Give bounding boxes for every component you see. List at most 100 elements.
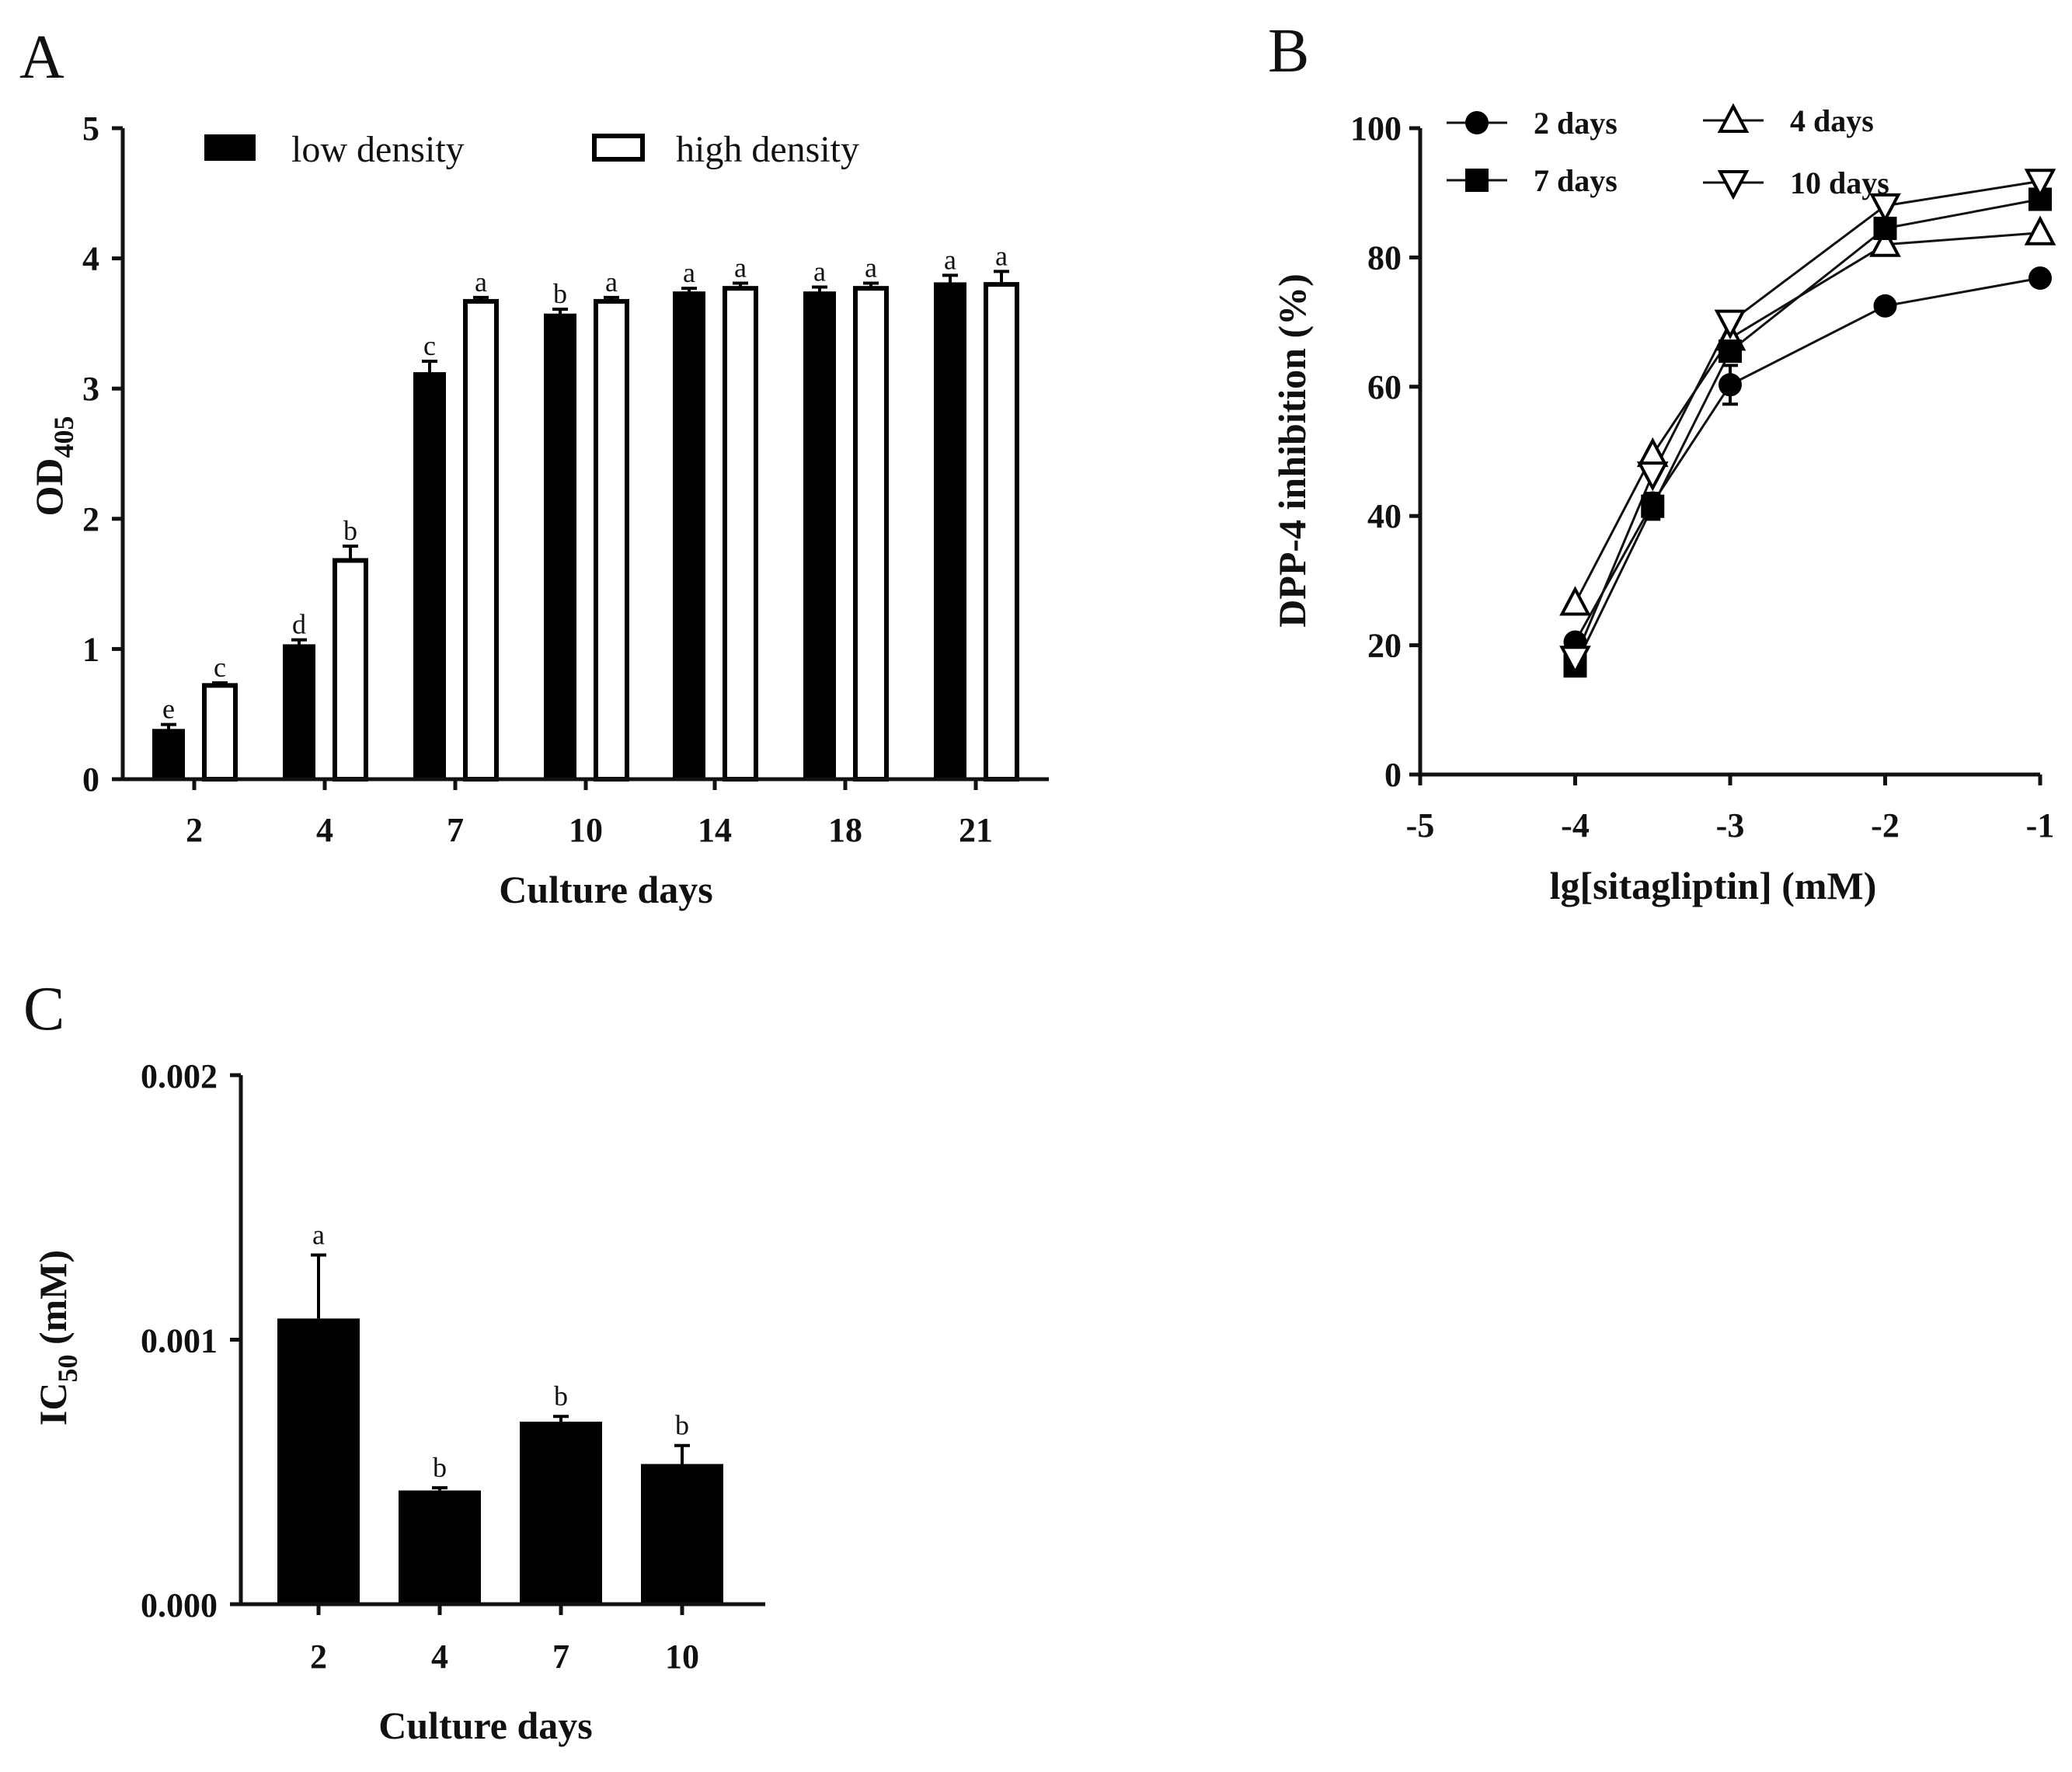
b-point <box>2024 169 2056 199</box>
b-point <box>1873 294 1897 318</box>
a-sig-label: a <box>944 244 956 275</box>
a-error-bar <box>812 285 827 293</box>
a-error-bar <box>733 281 748 289</box>
chart-a: 0 1 2 3 4 5 e c d b c a b a a a a a a a 2 4 7 10 14 18 21 Cultur… <box>27 110 1049 911</box>
a-y-tick-label: 0 <box>82 761 99 799</box>
a-sig-label: c <box>214 652 226 683</box>
c-bar <box>399 1490 481 1604</box>
b-axes <box>1418 128 2040 777</box>
b-point <box>1719 373 1742 397</box>
b-y-tick-label: 100 <box>1350 110 1402 148</box>
a-error-bar <box>473 295 489 301</box>
c-x-tick-label: 10 <box>665 1638 699 1676</box>
b-x-tick-label: -4 <box>1561 806 1590 844</box>
a-x-tick-label: 7 <box>447 811 464 849</box>
b-point <box>1559 646 1591 676</box>
b-point <box>1869 193 1901 224</box>
c-error-bar <box>432 1486 447 1491</box>
panel-letter-b: B <box>1268 17 1309 85</box>
c-bars: a b b b <box>277 1220 723 1604</box>
panel-letter-a: A <box>19 23 64 92</box>
b-point <box>1559 586 1591 616</box>
a-sig-label: a <box>683 257 695 288</box>
a-legend-swatch-high <box>592 134 645 162</box>
a-error-bar <box>863 281 879 289</box>
c-error-bar <box>674 1443 690 1464</box>
a-y-tick-label: 5 <box>82 110 99 148</box>
b-y-tick-label: 40 <box>1367 497 1402 535</box>
c-x-tick-label: 7 <box>552 1638 569 1676</box>
a-sig-label: e <box>162 694 175 725</box>
b-point <box>1714 309 1746 339</box>
a-y-axis-title-main: OD <box>27 458 71 517</box>
a-x-tick-label: 21 <box>959 811 993 849</box>
c-bar <box>277 1318 360 1604</box>
c-bar <box>641 1464 723 1604</box>
c-y-axis-title: IC50 (mM) <box>31 1250 83 1426</box>
b-x-tick-label: -2 <box>1871 806 1900 844</box>
b-x-axis: -5 -4 -3 -2 -1 <box>1406 775 2054 844</box>
b-y-tick-label: 60 <box>1367 368 1402 406</box>
c-sig-label: b <box>554 1380 568 1412</box>
a-bar-low <box>283 644 315 781</box>
c-y-tick-label: 0.001 <box>141 1322 218 1360</box>
a-sig-label: d <box>292 609 306 640</box>
a-error-bar <box>994 270 1009 285</box>
a-error-bar <box>422 360 437 374</box>
a-bar-high <box>594 298 629 782</box>
a-bar-high <box>723 286 758 782</box>
a-y-axis-title-sub: 405 <box>48 416 79 458</box>
b-point <box>2024 215 2056 245</box>
a-bar-low <box>413 372 446 780</box>
a-bar-low <box>803 291 836 780</box>
chart-b: 0 20 40 60 80 100 -5 -4 -3 -2 -1 lg[sitagliptin] … <box>1270 103 2056 907</box>
a-bar-low <box>544 313 576 780</box>
b-series-line <box>1574 198 2041 667</box>
a-x-tick-label: 18 <box>828 811 862 849</box>
c-y-tick-label: 0.000 <box>141 1586 218 1624</box>
c-sig-label: b <box>675 1410 689 1441</box>
c-x-axis: 2 4 7 10 <box>310 1604 699 1676</box>
b-y-tick-label: 80 <box>1367 238 1402 277</box>
a-y-tick-label: 1 <box>82 630 99 668</box>
a-sig-label: b <box>343 515 357 546</box>
a-sig-label: b <box>553 278 567 309</box>
b-legend: 2 days 4 days 7 days 10 days <box>1447 103 1889 200</box>
b-point <box>1719 339 1742 364</box>
a-sig-label: c <box>423 330 436 361</box>
b-legend-label: 7 days <box>1534 163 1618 198</box>
a-bar-high <box>984 282 1019 782</box>
c-axes <box>239 1075 765 1607</box>
b-x-axis-title: lg[sitagliptin] (mM) <box>1550 864 1877 907</box>
a-error-bar <box>681 287 697 293</box>
a-legend-label-high: high density <box>676 129 859 170</box>
a-sig-label: a <box>734 252 747 283</box>
a-bar-low <box>673 291 705 780</box>
c-x-tick-label: 2 <box>310 1638 327 1676</box>
a-y-axis: 0 1 2 3 4 5 <box>82 110 123 799</box>
a-sig-label: a <box>813 256 826 287</box>
a-sig-label: a <box>865 252 877 283</box>
b-point <box>2028 266 2052 291</box>
b-legend-marker <box>1465 169 1489 192</box>
b-y-axis: 0 20 40 60 80 100 <box>1350 110 1420 794</box>
b-series-line <box>1574 179 2041 659</box>
b-series <box>1559 169 2056 678</box>
a-x-axis: 2 4 7 10 14 18 21 <box>186 779 993 849</box>
b-y-tick-label: 20 <box>1367 627 1402 665</box>
c-y-axis-title-tail: (mM) <box>31 1250 75 1355</box>
a-error-bar <box>552 307 568 315</box>
a-sig-label: a <box>605 266 618 298</box>
c-y-axis: 0.000 0.001 0.002 <box>141 1057 241 1624</box>
c-sig-label: b <box>433 1452 447 1483</box>
b-legend-marker <box>1717 170 1750 200</box>
a-legend-swatch-low <box>204 134 256 161</box>
c-error-bar <box>311 1253 326 1319</box>
a-y-tick-label: 4 <box>82 240 99 278</box>
a-bar-high <box>333 558 368 782</box>
b-x-tick-label: -5 <box>1406 806 1435 844</box>
a-sig-label: a <box>995 240 1008 271</box>
a-x-tick-label: 10 <box>569 811 603 849</box>
a-error-bar <box>942 273 958 284</box>
a-x-axis-title: Culture days <box>499 868 713 911</box>
